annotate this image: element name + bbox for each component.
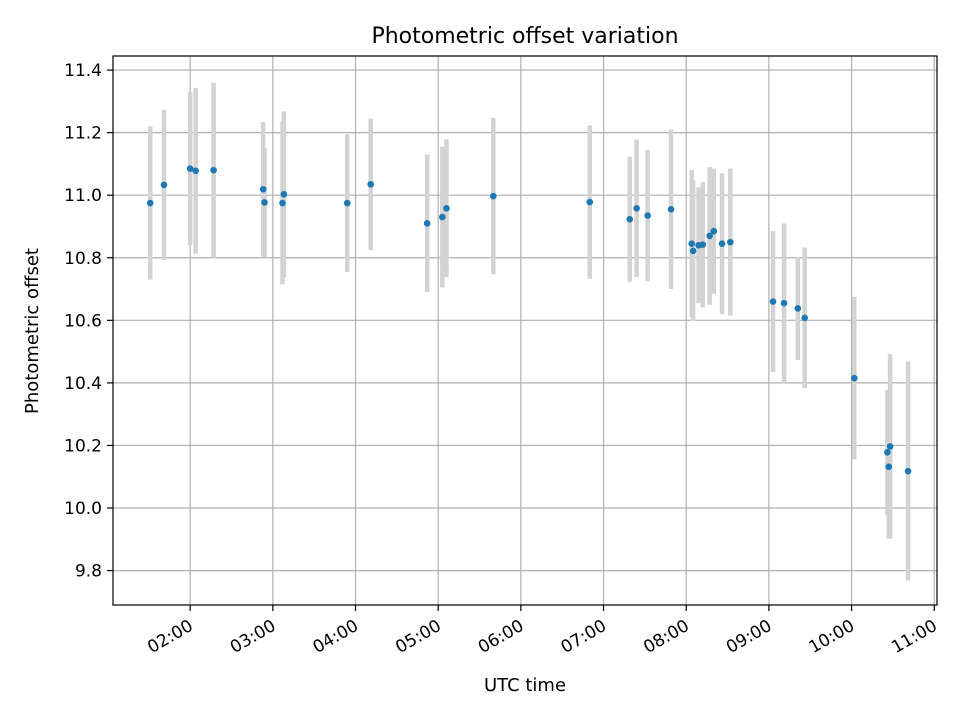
y-axis-label: Photometric offset bbox=[22, 248, 43, 414]
y-tick-label: 10.6 bbox=[64, 311, 102, 331]
chart-title: Photometric offset variation bbox=[371, 24, 678, 49]
x-axis-label: UTC time bbox=[484, 675, 566, 696]
plot-frame bbox=[112, 55, 938, 606]
data-point bbox=[146, 199, 154, 207]
data-point bbox=[439, 213, 446, 221]
data-point bbox=[259, 185, 267, 193]
data-point bbox=[343, 199, 351, 207]
data-point bbox=[586, 198, 594, 206]
data-point bbox=[699, 241, 707, 248]
data-point bbox=[644, 212, 651, 219]
data-point bbox=[186, 165, 194, 172]
data-point bbox=[210, 166, 217, 174]
data-point bbox=[851, 374, 858, 382]
data-point bbox=[633, 205, 640, 212]
data-points bbox=[146, 165, 912, 475]
data-point bbox=[689, 247, 697, 255]
data-point bbox=[688, 240, 696, 247]
data-point bbox=[160, 181, 168, 189]
y-tick-label: 11.4 bbox=[64, 61, 102, 81]
data-point bbox=[794, 305, 802, 312]
data-point bbox=[904, 467, 912, 475]
y-tick-label: 9.8 bbox=[75, 562, 102, 582]
data-point bbox=[667, 205, 675, 213]
data-point bbox=[710, 227, 718, 235]
y-tick-label: 10.2 bbox=[64, 436, 102, 456]
data-point bbox=[886, 443, 894, 450]
y-tick-label: 10.8 bbox=[64, 249, 102, 269]
data-point bbox=[706, 232, 713, 240]
data-point bbox=[884, 449, 891, 456]
y-axis-ticks: 9.8 10.0 10.2 10.4 10.6 10.8 11.0 11.2 11.4 bbox=[64, 61, 113, 582]
data-point bbox=[885, 463, 893, 471]
y-tick-label: 11.0 bbox=[64, 186, 102, 206]
data-point bbox=[718, 240, 726, 247]
data-point bbox=[367, 180, 374, 188]
data-point bbox=[261, 199, 268, 206]
grid-lines bbox=[113, 56, 937, 605]
data-point bbox=[626, 215, 634, 223]
data-point bbox=[192, 167, 199, 175]
y-tick-label: 10.4 bbox=[64, 374, 102, 394]
data-point bbox=[801, 314, 809, 322]
data-point bbox=[490, 192, 497, 200]
data-point bbox=[423, 220, 431, 227]
y-tick-label: 11.2 bbox=[64, 124, 102, 144]
data-point bbox=[280, 190, 288, 198]
data-point bbox=[443, 205, 450, 212]
data-point bbox=[279, 199, 286, 207]
data-point bbox=[769, 298, 777, 305]
data-point bbox=[727, 238, 734, 246]
data-point bbox=[780, 299, 788, 307]
y-tick-label: 10.0 bbox=[64, 499, 102, 519]
